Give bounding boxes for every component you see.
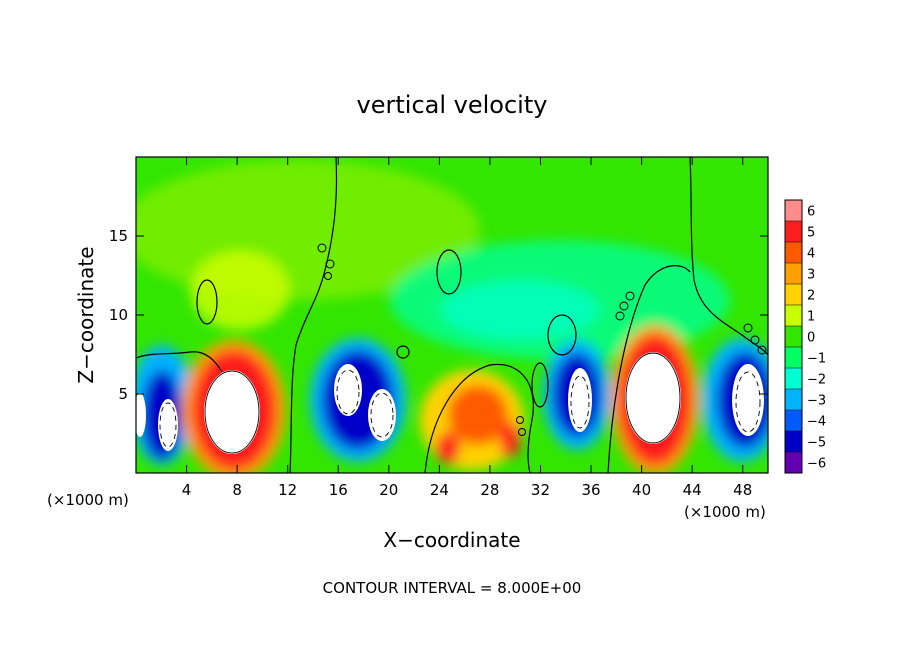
colorbar-swatch	[785, 221, 802, 242]
dot-contour	[743, 323, 753, 333]
dot-contour	[625, 291, 635, 301]
x-unit-right: (×1000 m)	[684, 503, 766, 521]
colorbar-swatch	[785, 326, 802, 347]
zero-contour-d	[424, 363, 534, 473]
small-contour-b	[436, 249, 462, 295]
colorbar-swatch	[785, 389, 802, 410]
negative-contours	[159, 369, 761, 448]
x-tick-label: 28	[480, 481, 499, 499]
x-tick-label: 20	[379, 481, 398, 499]
y-tick-label: 10	[109, 306, 128, 324]
colorbar-swatch	[785, 263, 802, 284]
colorbar-label: −1	[807, 352, 826, 367]
colorbar: 6 5 4 3 2 1 0 −1 −2 −3 −4 −5 −6	[784, 199, 826, 474]
small-contour-c	[547, 314, 577, 356]
contour-interval-note: CONTOUR INTERVAL = 8.000E+00	[323, 579, 582, 597]
core-contour-right	[625, 352, 681, 444]
small-contour-a	[196, 279, 218, 325]
x-tick-label: 48	[733, 481, 752, 499]
zero-contour-c	[689, 157, 768, 356]
core-downdraft-edge	[136, 393, 146, 437]
small-contour-e	[396, 345, 410, 359]
core-updraft-right	[625, 352, 681, 444]
x-tick-label: 16	[329, 481, 348, 499]
x-axis: 4 8 12 16 20 24 28 32 36 40 44 48	[182, 157, 752, 499]
neg-contour-left	[159, 402, 177, 448]
background-cyan-core	[440, 280, 600, 340]
colorbar-swatch	[785, 410, 802, 431]
neg-contour-mid-b	[370, 392, 394, 438]
colorbar-label: −4	[807, 415, 826, 430]
zero-contour-e	[607, 265, 691, 473]
x-tick-label: 36	[581, 481, 600, 499]
x-tick-label: 32	[531, 481, 550, 499]
colorbar-swatch	[785, 305, 802, 326]
colorbar-swatch	[785, 200, 802, 221]
neg-contour-right	[735, 371, 761, 433]
core-downdraft-left	[158, 399, 178, 451]
x-axis-label: X−coordinate	[383, 528, 520, 552]
x-tick-label: 4	[182, 481, 192, 499]
dot-contour	[324, 272, 332, 280]
dot-contour	[757, 345, 767, 355]
updraft-center-small-b	[500, 422, 520, 458]
colorbar-label: 4	[807, 247, 815, 262]
colorbar-label: 2	[807, 289, 815, 304]
field-blobs	[136, 160, 768, 473]
dot-contour	[615, 311, 625, 321]
colorbar-label: 3	[807, 268, 815, 283]
dot-contour	[619, 301, 629, 311]
colorbar-swatch	[785, 368, 802, 389]
y-tick-label: 15	[109, 227, 128, 245]
chart-title: vertical velocity	[357, 91, 548, 119]
x-tick-label: 24	[430, 481, 449, 499]
core-downdraft-right-mid	[568, 368, 592, 432]
dot-contour	[325, 259, 335, 269]
dotted-contours	[317, 243, 767, 436]
y-axis: 5 10 15	[109, 227, 768, 403]
y-tick-label: 5	[118, 385, 128, 403]
zero-contour-a	[136, 351, 223, 373]
colorbar-label: −3	[807, 394, 826, 409]
background-yellow-tint	[190, 250, 290, 330]
core-updraft-left	[204, 370, 260, 454]
colorbar-label: −2	[807, 373, 826, 388]
colorbar-swatch	[785, 284, 802, 305]
small-contour-d	[531, 362, 549, 408]
dot-contour	[518, 428, 526, 436]
x-tick-label: 44	[683, 481, 702, 499]
core-contour-left	[204, 370, 260, 454]
x-unit-left: (×1000 m)	[47, 491, 129, 509]
dot-contour	[317, 243, 327, 253]
colorbar-label: 0	[807, 331, 815, 346]
colorbar-swatch	[785, 431, 802, 452]
zero-contour-b	[289, 157, 338, 473]
colorbar-label: 1	[807, 310, 815, 325]
y-axis-label: Z−coordinate	[74, 246, 98, 383]
updraft-center-small-a	[436, 432, 460, 464]
core-downdraft-mid-b	[368, 389, 396, 441]
plot-area	[136, 157, 768, 473]
dot-contour	[516, 416, 524, 424]
dot-contour	[750, 335, 760, 345]
x-tick-label: 8	[232, 481, 242, 499]
contour-lines	[136, 157, 768, 473]
colorbar-swatch	[785, 452, 802, 473]
colorbar-label: 6	[807, 205, 815, 220]
neg-contour-mid-a	[336, 369, 360, 415]
colorbar-swatch	[785, 242, 802, 263]
saturated-cores	[136, 352, 764, 454]
colorbar-label: 5	[807, 226, 815, 241]
colorbar-label: −5	[807, 436, 826, 451]
neg-contour-right-mid	[570, 375, 590, 429]
colorbar-swatch	[785, 347, 802, 368]
core-downdraft-right	[732, 364, 764, 436]
core-downdraft-mid-a	[334, 364, 362, 416]
x-tick-label: 12	[278, 481, 297, 499]
updraft-center-mid	[448, 385, 508, 445]
colorbar-label: −6	[807, 457, 826, 472]
x-tick-label: 40	[632, 481, 651, 499]
